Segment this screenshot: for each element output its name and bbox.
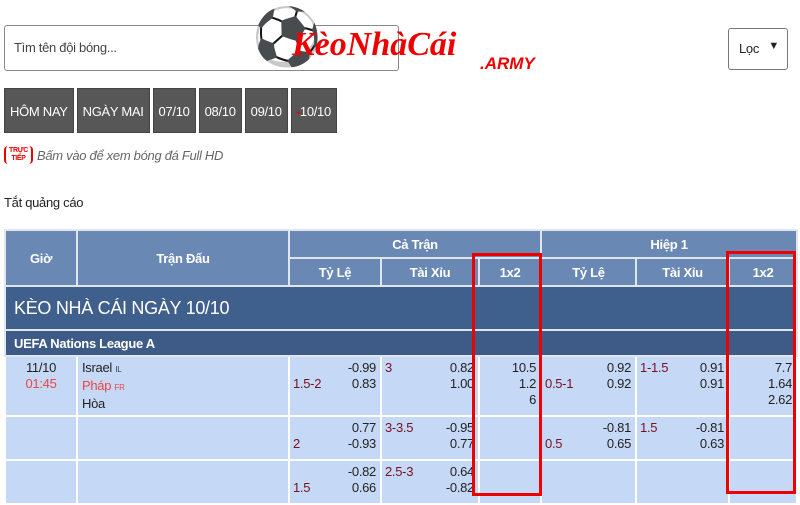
header-first-half: Hiệp 1 xyxy=(540,229,799,259)
ft-1x2-cell xyxy=(477,415,543,461)
h1-total-cell[interactable]: 1.5 -0.81 0.63 xyxy=(635,415,731,461)
logo-brand: KèoNhàCái xyxy=(292,26,457,63)
league-name[interactable]: UEFA Nations League A xyxy=(3,329,799,357)
ft-total-cell[interactable]: 3 0.82 1.00 xyxy=(380,355,480,417)
header-ft-handicap: Tỷ Lệ xyxy=(288,257,382,287)
section-title: KÈO NHÀ CÁI NGÀY 10/10 xyxy=(3,285,799,331)
h1-total-cell[interactable]: 1-1.5 0.91 0.91 xyxy=(635,355,731,417)
live-text: Bấm vào để xem bóng đá Full HD xyxy=(37,147,224,163)
tab-label: 10/10 xyxy=(299,104,331,119)
ft-handicap-cell[interactable]: 1.5 -0.82 0.66 xyxy=(288,459,382,505)
empty-cell xyxy=(4,415,78,461)
tab-0810[interactable]: 08/10 xyxy=(198,88,242,133)
tab-1010[interactable]: •10/10 xyxy=(290,88,337,133)
tab-0710[interactable]: 07/10 xyxy=(152,88,196,133)
tab-tomorrow[interactable]: NGÀY MAI xyxy=(76,88,150,133)
footballer-icon: ⚽ xyxy=(252,5,322,68)
ads-toggle[interactable]: Tắt quảng cáo xyxy=(4,195,84,210)
ft-total-cell[interactable]: 2.5-3 0.64 -0.82 xyxy=(380,459,480,505)
h1-1x2-cell xyxy=(728,415,799,461)
caret-down-icon: ▼ xyxy=(768,40,779,52)
tab-0910[interactable]: 09/10 xyxy=(244,88,288,133)
site-logo[interactable]: ⚽ KèoNhàCái .ARMY xyxy=(252,4,552,76)
h1-handicap-cell[interactable]: 0.5 -0.81 0.65 xyxy=(540,415,638,461)
header-time: Giờ xyxy=(4,229,78,287)
match-teams[interactable]: Israel IL Pháp FR Hòa xyxy=(76,355,290,417)
ft-total-cell[interactable]: 3-3.5 -0.95 0.77 xyxy=(380,415,480,461)
h1-1x2-cell xyxy=(728,459,799,505)
h1-total-cell xyxy=(635,459,731,505)
header-match: Trận Đấu xyxy=(76,229,290,287)
header-ft-1x2: 1x2 xyxy=(477,257,543,287)
team-search-input[interactable]: Tìm tên đội bóng... xyxy=(4,25,399,71)
live-badge-icon: TRỰC TIẾP xyxy=(4,146,33,164)
h1-handicap-cell[interactable]: 0.5-1 0.92 0.92 xyxy=(540,355,638,417)
draw-label: Hòa xyxy=(82,396,105,411)
table-row: 11/10 01:45 Israel IL Pháp FR Hòa 1.5-2 -0… xyxy=(4,355,799,417)
match-time: 11/10 01:45 xyxy=(4,355,78,417)
ft-1x2-cell[interactable]: 10.5 1.2 6 xyxy=(477,355,543,417)
home-team: Israel xyxy=(82,360,112,375)
away-team: Pháp xyxy=(82,378,112,393)
live-stream-link[interactable]: TRỰC TIẾP Bấm vào để xem bóng đá Full HD xyxy=(4,146,223,164)
table-row: 2 0.77 -0.93 3-3.5 -0.95 0.77 0.5 -0.81 0.65 1… xyxy=(4,415,799,461)
date-tabs: HÔM NAY NGÀY MAI 07/10 08/10 09/10 •10/1… xyxy=(4,88,337,133)
header-ft-total: Tài Xỉu xyxy=(380,257,480,287)
table-row: 1.5 -0.82 0.66 2.5-3 0.64 -0.82 xyxy=(4,459,799,505)
h1-handicap-cell xyxy=(540,459,638,505)
ft-1x2-cell xyxy=(477,459,543,505)
empty-cell xyxy=(4,459,78,505)
header-h1-1x2: 1x2 xyxy=(728,257,799,287)
active-dot-icon: • xyxy=(296,108,301,119)
tab-today[interactable]: HÔM NAY xyxy=(4,88,74,133)
filter-label: Lọc xyxy=(739,41,760,56)
empty-cell xyxy=(76,459,290,505)
filter-dropdown[interactable]: Lọc ▼ xyxy=(728,28,788,70)
logo-suffix: .ARMY xyxy=(480,54,535,73)
ft-handicap-cell[interactable]: 1.5-2 -0.99 0.83 xyxy=(288,355,382,417)
header-h1-total: Tài Xỉu xyxy=(635,257,731,287)
header-full-match: Cả Trận xyxy=(287,229,543,259)
ft-handicap-cell[interactable]: 2 0.77 -0.93 xyxy=(288,415,382,461)
h1-1x2-cell[interactable]: 7.7 1.64 2.62 xyxy=(728,355,799,417)
header-h1-handicap: Tỷ Lệ xyxy=(540,257,638,287)
empty-cell xyxy=(76,415,290,461)
odds-table: Giờ Trận Đấu Cả Trận Hiệp 1 Tỷ Lệ Tài Xỉ… xyxy=(3,229,799,505)
